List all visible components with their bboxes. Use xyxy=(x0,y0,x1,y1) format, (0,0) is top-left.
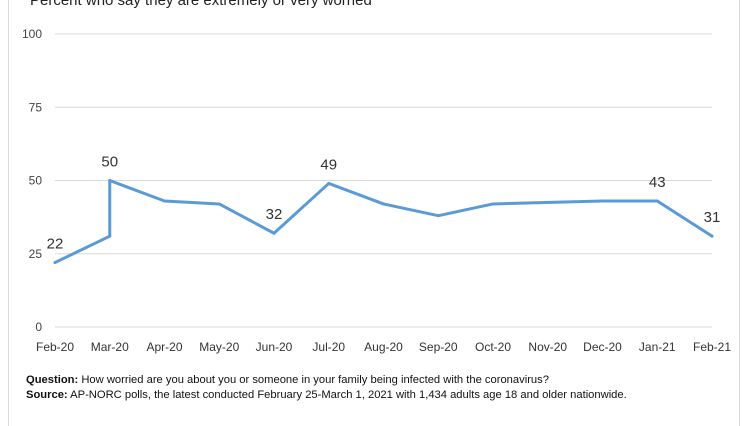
y-axis-ticks: 0 25 50 75 100 xyxy=(22,27,42,334)
data-label: 32 xyxy=(266,206,283,223)
data-label: 43 xyxy=(649,174,666,191)
data-point xyxy=(108,179,112,182)
series-group xyxy=(53,179,714,265)
series-line-0 xyxy=(53,179,714,265)
x-axis-ticks: Feb-20 Mar-20 Apr-20 May-20 Jun-20 Jul-20 Aug-… xyxy=(36,340,731,354)
data-label: 31 xyxy=(704,209,721,226)
x-tick-label: Apr-20 xyxy=(146,340,182,354)
data-point xyxy=(655,199,659,203)
x-tick-label: Nov-20 xyxy=(528,340,567,354)
chart-notes: Question: How worried are you about you … xyxy=(26,373,627,403)
data-point xyxy=(217,202,221,206)
data-point xyxy=(710,234,714,238)
x-tick-label: Oct-20 xyxy=(475,340,511,354)
x-tick-label: Jan-21 xyxy=(639,340,676,354)
x-tick-label: Sep-20 xyxy=(419,340,458,354)
y-tick-label: 0 xyxy=(35,320,42,334)
data-point xyxy=(436,214,440,218)
question-note: Question: How worried are you about you … xyxy=(26,373,627,388)
question-text: How worried are you about you or someone… xyxy=(78,374,549,386)
x-tick-label: May-20 xyxy=(199,340,239,354)
y-tick-label: 25 xyxy=(29,247,43,261)
data-point xyxy=(491,202,495,206)
y-tick-label: 75 xyxy=(29,100,43,114)
data-labels: 22 50 32 49 43 31 xyxy=(47,154,721,253)
x-tick-label: Feb-20 xyxy=(36,340,74,354)
x-tick-label: Aug-20 xyxy=(364,340,403,354)
data-label: 49 xyxy=(320,156,337,173)
x-tick-label: Mar-20 xyxy=(91,340,129,354)
frame-left-border xyxy=(8,0,9,426)
x-tick-label: Dec-20 xyxy=(583,340,622,354)
data-point xyxy=(327,181,331,185)
data-point xyxy=(163,199,166,203)
source-text: AP-NORC polls, the latest conducted Febr… xyxy=(67,389,627,401)
y-tick-label: 100 xyxy=(22,27,42,41)
question-label: Question: xyxy=(26,374,79,386)
y-tick-label: 50 xyxy=(29,174,43,188)
x-tick-label: Jun-20 xyxy=(256,340,293,354)
data-label: 22 xyxy=(47,236,64,253)
data-point xyxy=(272,231,276,235)
data-point xyxy=(108,234,112,238)
data-point xyxy=(53,261,57,265)
gridlines xyxy=(55,33,712,328)
source-label: Source: xyxy=(26,389,68,401)
data-point xyxy=(382,202,385,206)
chart-subtitle: Percent who say they are extremely or ve… xyxy=(30,0,372,9)
x-tick-label: Feb-21 xyxy=(693,340,731,354)
frame-right-border xyxy=(739,0,740,426)
data-label: 50 xyxy=(101,154,118,171)
x-tick-label: Jul-20 xyxy=(312,340,345,354)
source-note: Source: AP-NORC polls, the latest conduc… xyxy=(26,388,627,403)
data-point xyxy=(601,199,604,203)
